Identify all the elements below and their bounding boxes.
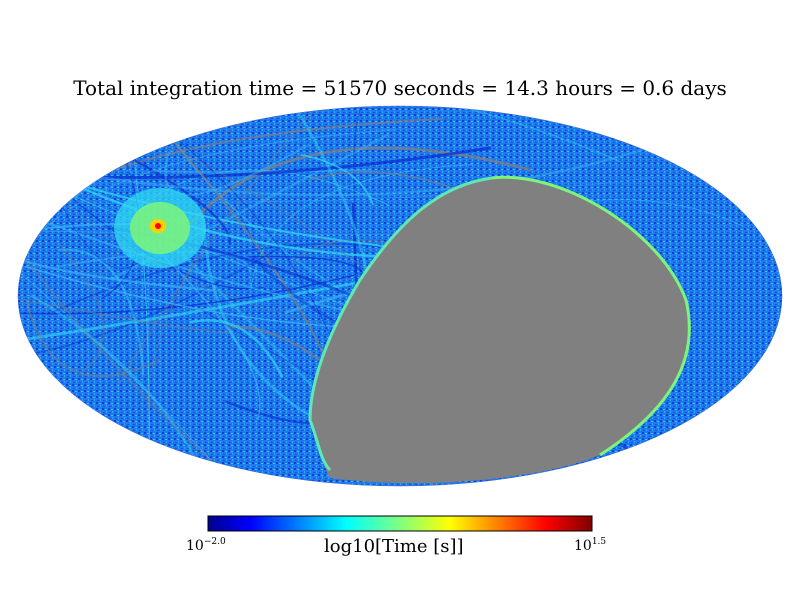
unobserved-region-edge-left (308, 176, 493, 472)
colorbar (207, 515, 593, 532)
chart-title: Total integration time = 51570 seconds =… (73, 76, 727, 100)
scan-streak (56, 250, 252, 273)
scan-streak (18, 266, 384, 315)
scan-streak (59, 248, 145, 376)
scan-streak (189, 146, 532, 226)
scan-streak (18, 106, 245, 486)
scan-streak (300, 153, 375, 206)
map-content (18, 106, 782, 486)
unobserved-region-edge (491, 175, 691, 457)
map-boundary (17, 105, 783, 487)
scan-streak (29, 293, 204, 472)
scan-streak (18, 225, 213, 292)
scan-streak (18, 106, 622, 163)
colorbar-title: log10[Time [s]] (324, 536, 464, 557)
exposure-hotspot (114, 188, 206, 268)
scan-streak (148, 254, 197, 413)
scan-streak (18, 185, 224, 474)
scan-streak (18, 242, 288, 360)
scan-streak (116, 106, 337, 388)
scan-streak (58, 243, 105, 372)
scan-streak (151, 168, 372, 174)
scan-streak (18, 106, 149, 142)
unobserved-region (310, 177, 690, 484)
scan-streak (132, 147, 151, 485)
scan-streak (25, 299, 161, 378)
scan-streak (49, 129, 396, 225)
scan-streak (18, 289, 231, 334)
scan-streak (189, 319, 284, 378)
scan-streak (164, 143, 310, 196)
colorbar-max-label: 101.5 (574, 537, 607, 554)
colorbar-min-label: 10−2.0 (186, 537, 226, 554)
scan-streak (18, 152, 83, 177)
